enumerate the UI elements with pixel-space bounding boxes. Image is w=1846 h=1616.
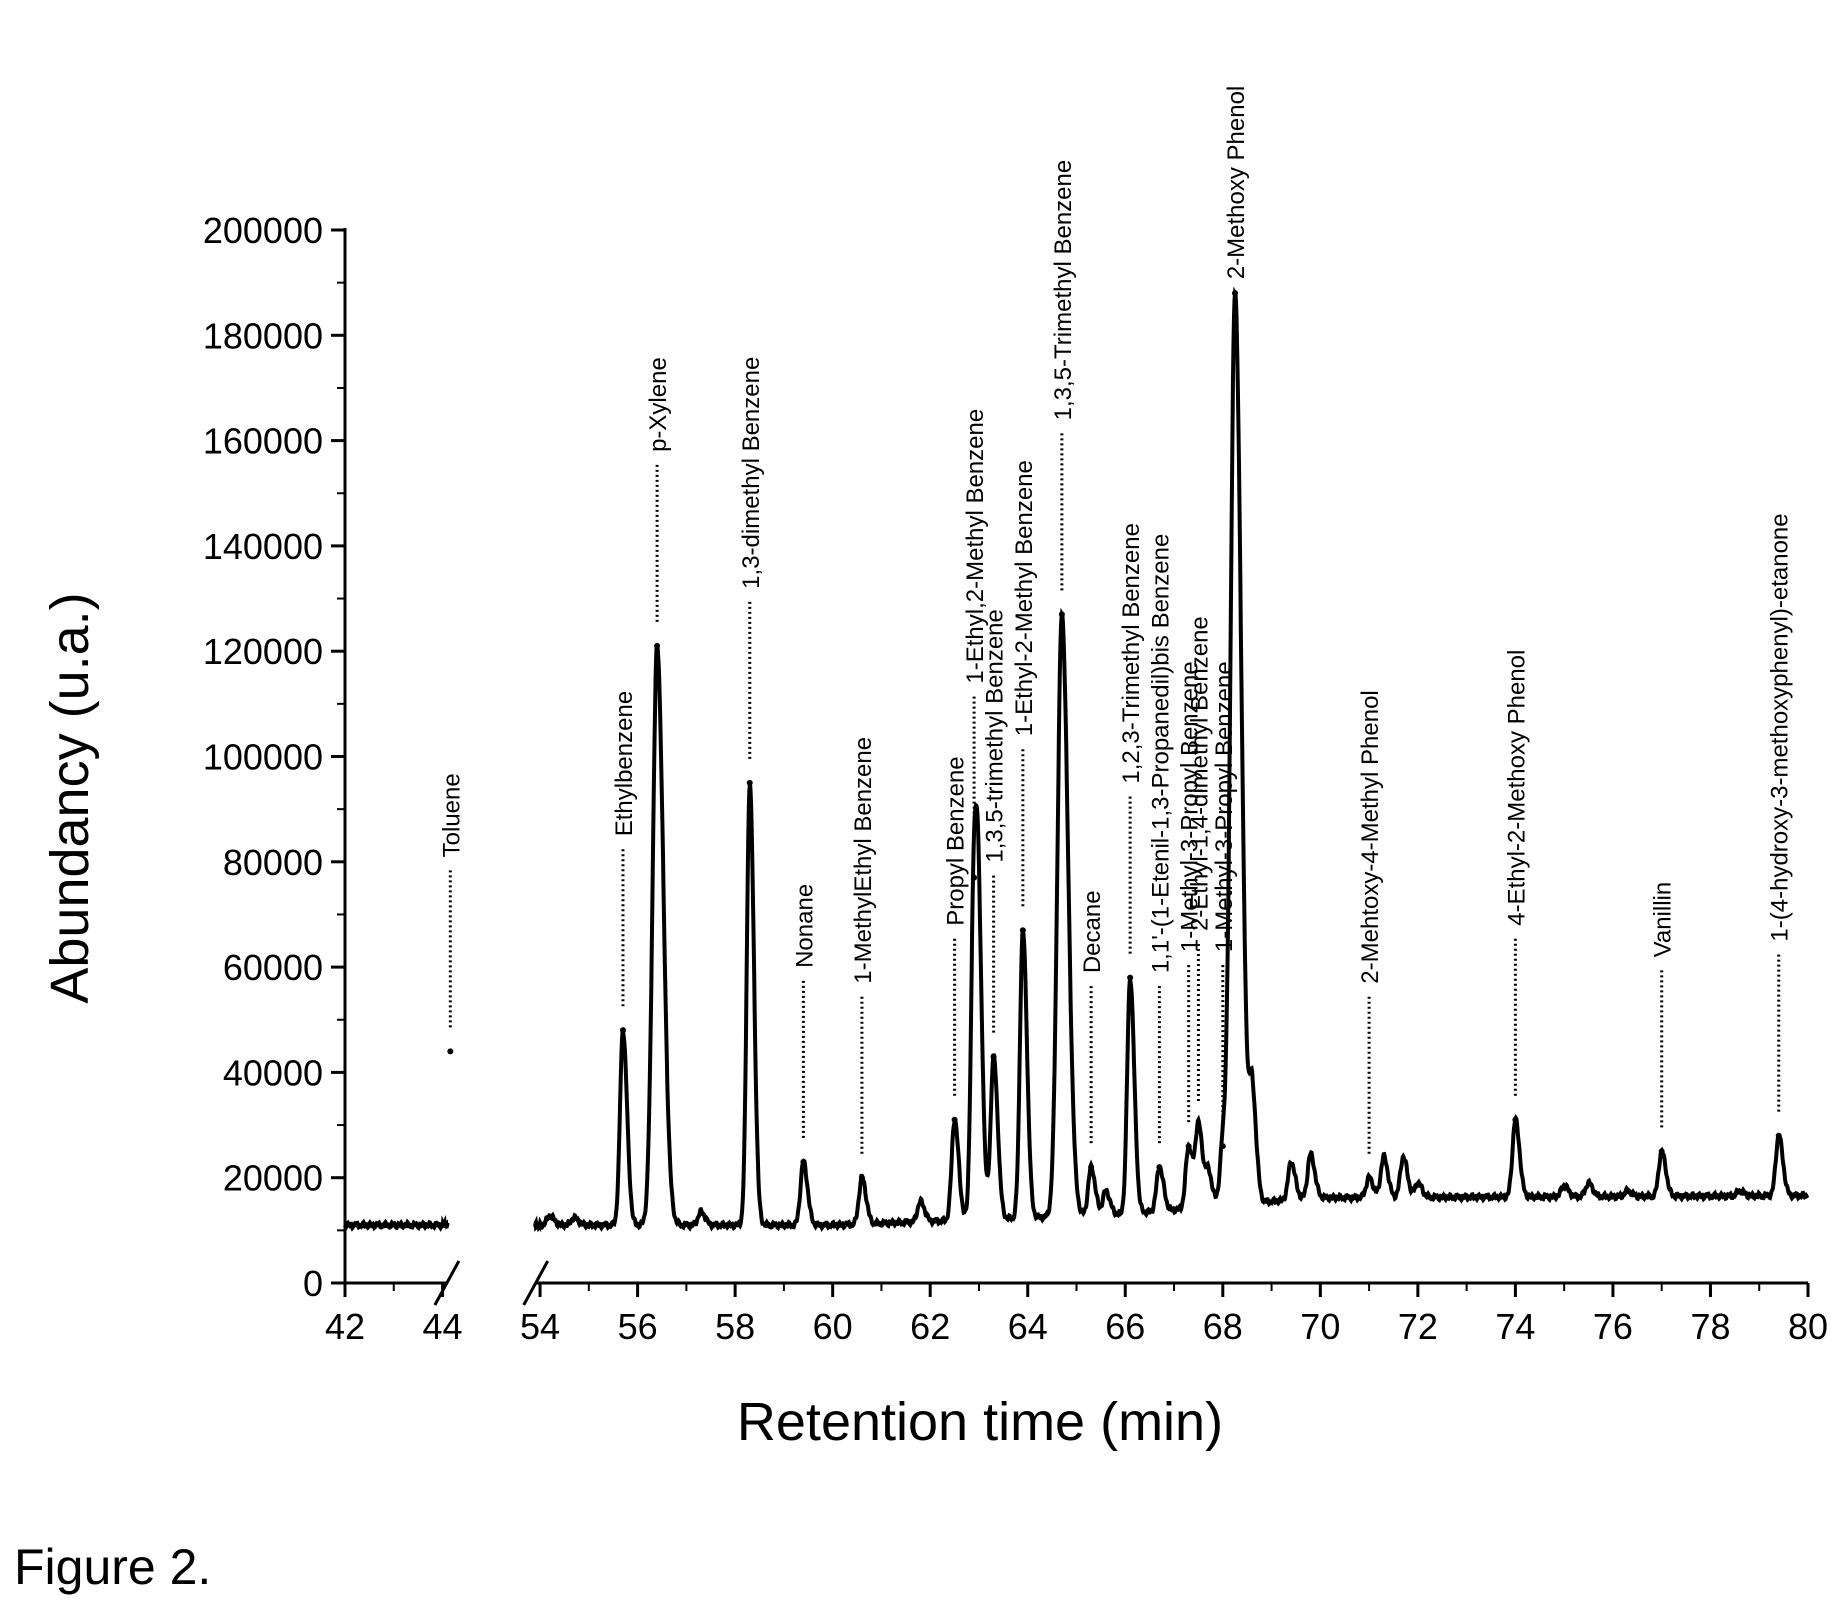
x-tick-label: 54 [520,1306,560,1347]
peak-label: Toluene [438,773,465,857]
x-tick-label: 68 [1203,1306,1243,1347]
peak-label: p-Xylene [645,357,672,452]
x-tick-label: 70 [1300,1306,1340,1347]
peak-apex-marker [1658,1148,1665,1155]
x-tick-label: 44 [423,1306,463,1347]
y-tick-label: 0 [303,1263,323,1304]
peak-apex-marker [1156,1164,1163,1171]
peak-label: 1-MethylEthyl Benzene [850,737,877,984]
peak-label: 1-Methyl-3-Propyl Benzene [1177,661,1204,952]
y-tick-label: 20000 [223,1158,323,1199]
peak-apex-marker [1366,1174,1373,1181]
peak-apex-marker [990,1053,997,1060]
peak-apex-marker [1775,1132,1782,1139]
peak-label: 1-Methyl-3-Propyl Benzene [1211,661,1238,952]
peak-apex-marker [1195,1122,1202,1129]
axes: 0 20000 40000 60000 80000 100000 120000 140000 1… [203,210,1828,1347]
peak-apex-marker [1512,1116,1519,1123]
peak-label: 2-Mehtoxy-4-Methyl Phenol [1357,690,1384,983]
x-tick-label: 60 [813,1306,853,1347]
peak-label: Nonane [791,884,818,968]
peak-label: 1,3-dimethyl Benzene [738,357,765,589]
y-tick-label: 80000 [223,842,323,883]
trace-layer [343,286,1810,1233]
peak-apex-marker [447,1048,454,1055]
x-tick-label: 66 [1105,1306,1145,1347]
x-tick-label: 62 [910,1306,950,1347]
axis-break-mark [433,1260,461,1306]
peak-apex-marker [1185,1143,1192,1150]
chromatogram-trace-segment [343,1214,450,1232]
peak-apex-marker [800,1158,807,1165]
y-tick-label: 200000 [203,210,323,251]
peak-apex-marker [654,642,661,649]
peak-label: Vanillin [1650,882,1677,958]
peak-apex-marker [1019,927,1026,934]
peak-apex-marker [1058,611,1065,618]
peak-apex-marker [858,1174,865,1181]
peak-apex-marker [951,1116,958,1123]
peak-labels: Toluene Ethylbenzene p-Xylene 1,3-dimethyl … [438,86,1794,1154]
x-axis-title: Retention time (min) [737,1392,1223,1452]
x-tick-label: 80 [1788,1306,1828,1347]
peak-apex-marker [1088,1164,1095,1171]
chromatogram-trace-segment [533,286,1810,1233]
peak-apex-marker [619,1027,626,1034]
peak-label: 1-Ethyl-2-Methyl Benzene [1011,460,1038,736]
y-axis-title: Abundancy (u.a.) [40,592,100,1003]
y-tick-label: 140000 [203,526,323,567]
x-tick-label: 76 [1593,1306,1633,1347]
peak-label: 1-(4-hydroxy-3-methoxyphenyl)-etanone [1767,513,1794,941]
peak-label: 1-Ethyl,2-Methyl Benzene [962,409,989,684]
x-tick-label: 74 [1495,1306,1535,1347]
peak-label: 2-Methoxy Phenol [1223,86,1250,279]
x-tick-label: 72 [1398,1306,1438,1347]
y-tick-label: 100000 [203,737,323,778]
peak-apex-marker [1219,1143,1226,1150]
x-tick-label: 64 [1008,1306,1048,1347]
peak-label: 1,3,5-trimethyl Benzene [982,609,1009,862]
peak-label: 4-Ethyl-2-Methoxy Phenol [1503,650,1530,926]
peak-label: Decane [1079,890,1106,973]
peak-apex-marker [746,779,753,786]
x-tick-label: 56 [618,1306,658,1347]
y-tick-label: 60000 [223,947,323,988]
y-tick-label: 120000 [203,631,323,672]
peak-label: 2-Ethyl-1,4-dimethyl Benzene [1186,616,1213,931]
figure-caption: Figure 2. [14,1539,212,1595]
peak-apex-marker [1127,974,1134,981]
x-tick-label: 58 [715,1306,755,1347]
peak-label: Ethylbenzene [611,691,638,836]
x-tick-label: 42 [325,1306,365,1347]
peak-apex-marker [1231,290,1238,297]
y-tick-label: 160000 [203,421,323,462]
peak-label: Propyl Benzene [943,756,970,925]
peak-label: 1,3,5-Trimethyl Benzene [1050,160,1077,421]
peak-label: 1,1'-(1-Etenil-1,3-Propanedil)bis Benzen… [1147,534,1174,974]
x-tick-label: 78 [1690,1306,1730,1347]
peak-apex-marker [971,874,978,881]
y-tick-label: 180000 [203,315,323,356]
axis-break-mark [522,1260,550,1306]
peak-label: 1,2,3-Trimethyl Benzene [1118,523,1145,784]
y-tick-label: 40000 [223,1052,323,1093]
